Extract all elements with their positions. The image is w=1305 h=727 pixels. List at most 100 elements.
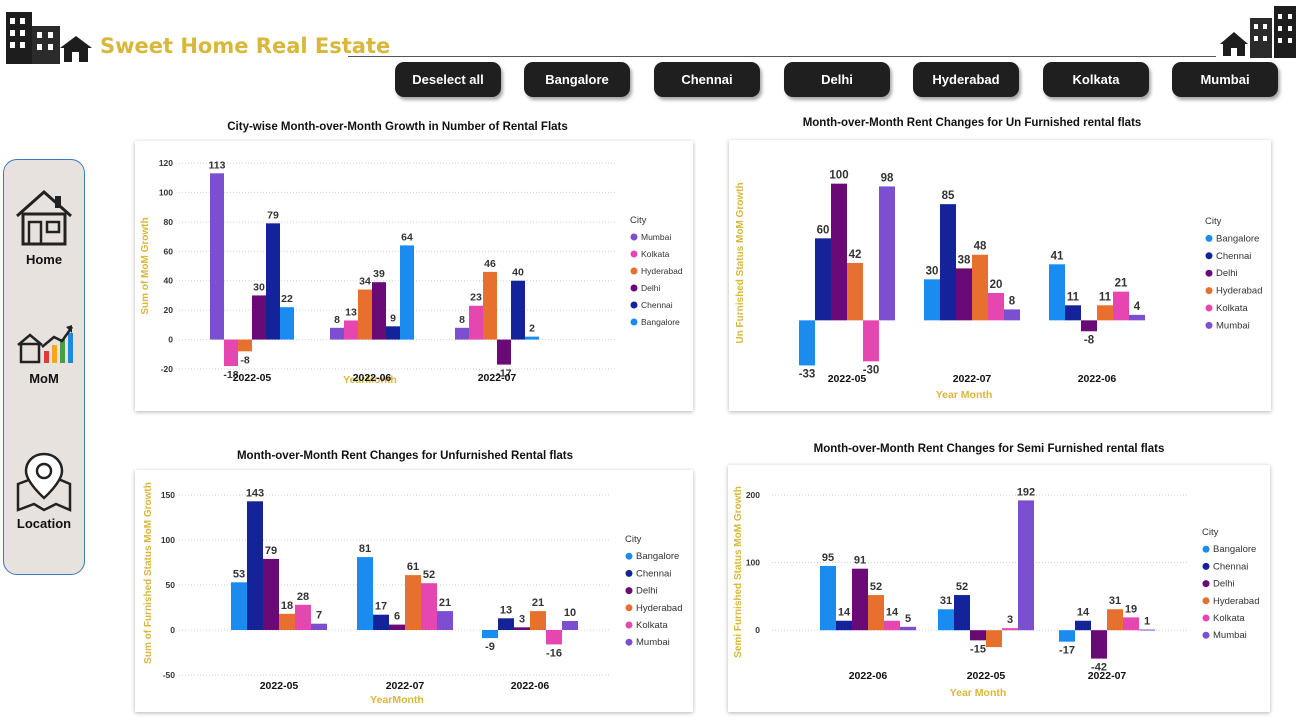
- y-axis-title: Sum of MoM Growth: [140, 217, 151, 314]
- bar-mumbai: [1129, 314, 1145, 321]
- legend-item-hyderabad: Hyderabad: [636, 603, 682, 614]
- filter-hyderabad-button[interactable]: Hyderabad: [913, 62, 1019, 97]
- y-axis-title: Semi Furnished Status MoM Growth: [733, 486, 744, 658]
- bar-bangalore: [231, 582, 247, 630]
- data-label: 8: [1009, 295, 1016, 307]
- data-label: 61: [407, 561, 419, 573]
- x-category-label: 2022-07: [386, 680, 425, 692]
- chart-3-title: Month-over-Month Rent Changes for Unfurn…: [236, 450, 574, 462]
- y-tick-label: 0: [170, 625, 175, 635]
- y-tick-label: 20: [164, 305, 174, 315]
- bar-chennai: [940, 204, 956, 321]
- x-category-label: 2022-07: [953, 373, 992, 385]
- legend-marker-hyderabad: [1205, 287, 1213, 295]
- legend-item-mumbai: Mumbai: [1213, 630, 1247, 641]
- data-label: 113: [209, 159, 226, 171]
- bar-bangalore: [924, 279, 940, 321]
- house-icon: [16, 189, 72, 246]
- bar-bangalore: [1049, 264, 1065, 321]
- deselect-all-button[interactable]: Deselect all: [395, 62, 501, 97]
- legend-marker-bangalore: [625, 552, 633, 560]
- data-label: -42: [1091, 662, 1107, 674]
- legend-title: City: [1202, 527, 1219, 538]
- bar-kolkata: [884, 620, 900, 631]
- data-label: 100: [829, 170, 848, 182]
- bar-bangalore: [799, 320, 815, 366]
- filter-delhi-button[interactable]: Delhi: [784, 62, 890, 97]
- growth-chart-icon: [17, 325, 74, 364]
- y-tick-label: 60: [164, 246, 174, 256]
- x-axis-title: Year Month: [950, 687, 1007, 699]
- data-label: 41: [1051, 250, 1064, 262]
- filter-kolkata-button[interactable]: Kolkata: [1043, 62, 1149, 97]
- bar-delhi: [263, 558, 279, 630]
- data-label: 52: [423, 569, 435, 581]
- data-label: -17: [1059, 645, 1075, 657]
- legend-item-chennai: Chennai: [1216, 251, 1251, 262]
- data-label: 13: [500, 604, 512, 616]
- bar-bangalore: [525, 336, 539, 340]
- data-label: 21: [439, 597, 451, 609]
- bar-chennai: [836, 620, 852, 631]
- legend-marker-kolkata: [1205, 304, 1213, 312]
- buildings-logo-icon: [6, 12, 92, 64]
- data-label: 30: [926, 265, 939, 277]
- bar-delhi: [1081, 320, 1097, 332]
- bar-kolkata: [1113, 291, 1129, 321]
- bar-mumbai: [1004, 309, 1020, 321]
- x-category-label: 2022-06: [353, 372, 392, 384]
- x-category-label: 2022-05: [828, 373, 867, 385]
- bar-kolkata: [988, 293, 1004, 321]
- legend-item-kolkata: Kolkata: [1216, 303, 1248, 314]
- data-label: 79: [267, 209, 279, 221]
- data-label: 98: [881, 172, 894, 184]
- chart-1-card: -20 0 20 40 60 80 100 120 Sum of MoM Growth YearM…: [135, 141, 693, 411]
- nav-home[interactable]: Home: [4, 188, 84, 267]
- legend-item-delhi: Delhi: [641, 283, 660, 293]
- bar-chennai: [373, 614, 389, 630]
- legend-item-mumbai: Mumbai: [641, 232, 671, 242]
- bar-mumbai: [1139, 629, 1155, 631]
- legend-item-hyderabad: Hyderabad: [1216, 286, 1262, 297]
- nav-mom[interactable]: MoM: [4, 323, 84, 386]
- legend-item-delhi: Delhi: [1213, 579, 1235, 590]
- chart-2-title: Month-over-Month Rent Changes for Un Fur…: [802, 117, 1142, 129]
- furnished-rent-changes-chart: -50 0 50 100 150 Sum of Furnished Status MoM …: [143, 482, 682, 706]
- data-label: 30: [253, 281, 265, 293]
- filter-bangalore-button[interactable]: Bangalore: [524, 62, 630, 97]
- data-label: 28: [297, 591, 309, 603]
- bar-delhi: [514, 627, 530, 630]
- legend-marker-mumbai: [1205, 321, 1213, 329]
- nav-location[interactable]: Location: [4, 450, 84, 531]
- bar-delhi: [389, 624, 405, 630]
- data-label: -16: [546, 647, 562, 659]
- bar-chennai: [815, 238, 831, 321]
- bar-kolkata: [1123, 617, 1139, 631]
- bar-chennai: [498, 618, 514, 630]
- filter-chennai-button[interactable]: Chennai: [654, 62, 760, 97]
- data-label: -33: [799, 368, 816, 380]
- data-label: 18: [281, 600, 293, 612]
- bar-hyderabad: [530, 611, 546, 630]
- legend-item-hyderabad: Hyderabad: [1213, 596, 1259, 607]
- y-tick-label: 0: [755, 625, 760, 635]
- bar-kolkata: [469, 305, 483, 340]
- x-category-label: 2022-07: [478, 372, 517, 384]
- data-label: 42: [849, 249, 862, 261]
- bar-bangalore: [400, 245, 414, 340]
- bar-hyderabad: [847, 262, 863, 321]
- data-label: -18: [223, 369, 238, 381]
- bar-bangalore: [482, 630, 498, 639]
- data-label: 91: [854, 555, 866, 567]
- data-label: -17: [496, 368, 511, 380]
- filter-mumbai-button[interactable]: Mumbai: [1172, 62, 1278, 97]
- bar-chennai: [954, 595, 970, 631]
- bar-chennai: [386, 326, 400, 340]
- x-category-label: 2022-05: [967, 670, 1006, 682]
- legend-marker-delhi: [630, 284, 638, 292]
- data-label: 8: [459, 314, 465, 326]
- bar-hyderabad: [358, 289, 372, 340]
- legend-item-mumbai: Mumbai: [636, 637, 670, 648]
- map-pin-icon: [16, 452, 72, 512]
- bar-mumbai: [1018, 500, 1034, 631]
